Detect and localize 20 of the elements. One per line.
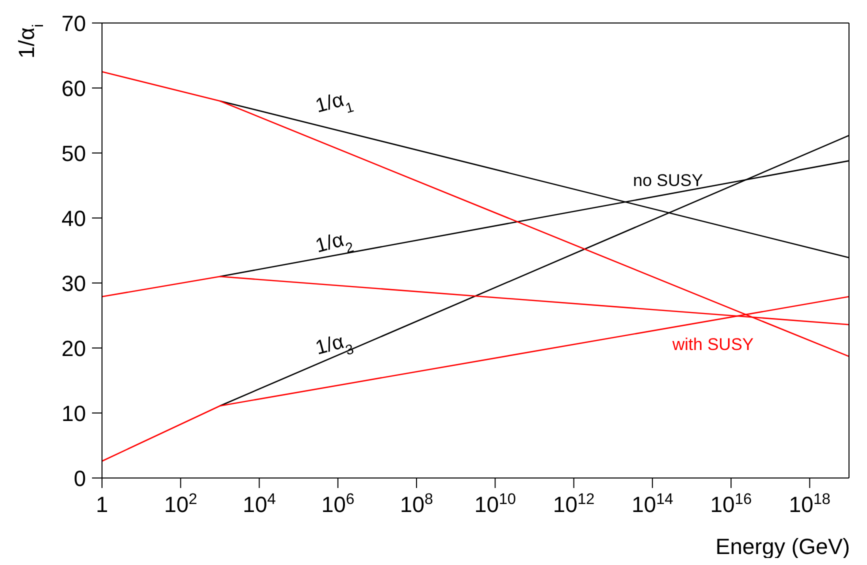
y-tick-label: 40 — [62, 206, 86, 231]
x-tick-label: 10$^{18}$ — [788, 490, 830, 517]
x-tick-label: 10$^{4}$ — [242, 490, 276, 517]
y-tick-label: 70 — [62, 11, 86, 36]
annotation: no SUSY — [633, 171, 703, 190]
y-tick-label: 10 — [62, 401, 86, 426]
x-tick-label: 10$^{12}$ — [552, 490, 595, 517]
x-tick-label: 10$^{14}$ — [632, 490, 674, 517]
annotation: with SUSY — [671, 335, 754, 354]
y-tick-label: 30 — [62, 271, 86, 296]
x-tick-label: 1 — [96, 492, 108, 517]
x-tick-label: 10$^{8}$ — [400, 490, 434, 517]
y-tick-label: 0 — [74, 466, 86, 491]
x-tick-label: 10$^{16}$ — [710, 490, 752, 517]
x-tick-label: 10$^{6}$ — [321, 490, 354, 517]
x-tick-label: 10$^{10}$ — [474, 490, 516, 517]
y-tick-label: 20 — [62, 336, 86, 361]
y-tick-label: 50 — [62, 141, 86, 166]
x-tick-label: 10$^{2}$ — [164, 490, 198, 517]
y-tick-label: 60 — [62, 76, 86, 101]
